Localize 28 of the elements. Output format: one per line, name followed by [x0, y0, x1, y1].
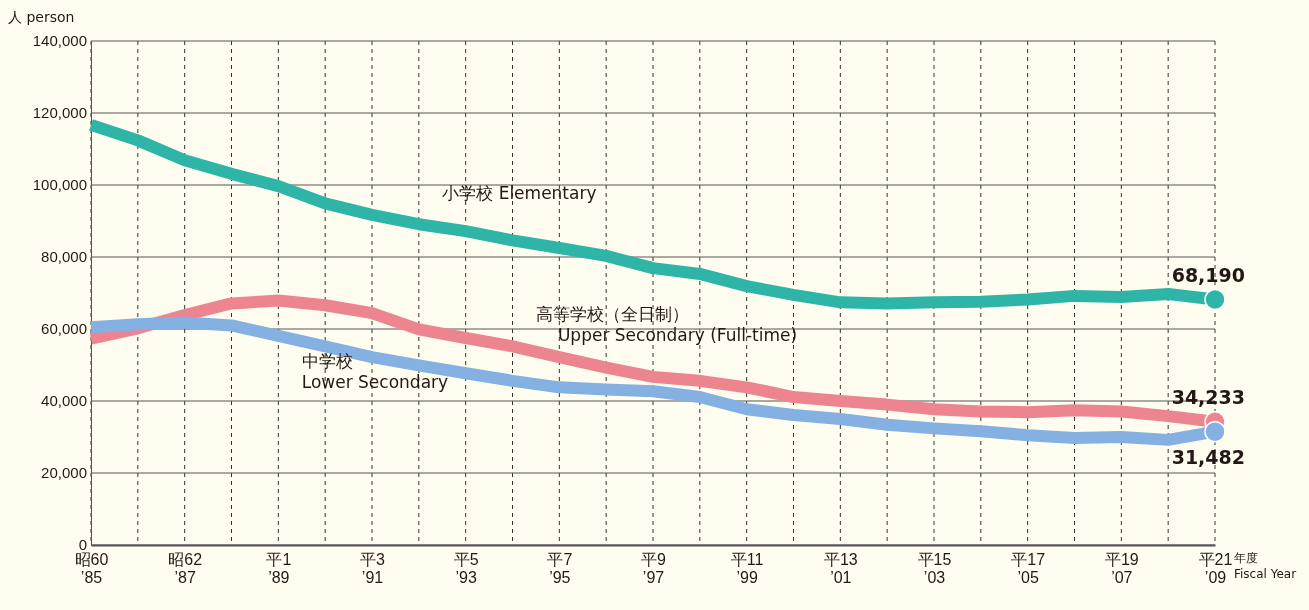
x-tick-label: 平3 ’91 [360, 551, 386, 586]
series-label: 中学校 Lower Secondary [301, 350, 449, 392]
x-axis-title: 年度 Fiscal Year [1234, 551, 1297, 581]
y-tick-label: 100,000 [32, 176, 87, 194]
x-tick-label: 平7 ’95 [547, 551, 573, 586]
y-axis-title: 人 person [8, 9, 75, 25]
data-label: 68,190 [1171, 263, 1245, 286]
y-tick-label: 40,000 [41, 392, 87, 410]
x-tick-label: 平1 ’89 [266, 551, 292, 586]
y-tick-label: 120,000 [32, 104, 87, 122]
series-label: 小学校 Elementary [442, 183, 597, 204]
y-tick-label: 140,000 [32, 32, 87, 50]
y-tick-label: 60,000 [41, 320, 87, 338]
x-tick-label: 平11 ’99 [730, 551, 764, 586]
x-tick-label: 平15 ’03 [917, 551, 952, 586]
x-tick-label: 昭62 ’87 [168, 551, 203, 586]
x-tick-label: 平5 ’93 [453, 551, 479, 586]
x-tick-label: 平17 ’05 [1011, 551, 1046, 586]
data-label: 34,233 [1171, 385, 1245, 408]
y-tick-label: 80,000 [41, 248, 87, 266]
x-tick-label: 平13 ’01 [823, 551, 858, 586]
data-label: 31,482 [1171, 445, 1245, 468]
x-tick-label: 平21 ’09 [1198, 551, 1233, 586]
x-tick-label: 平19 ’07 [1104, 551, 1139, 586]
series-label: 高等学校（全日制） Upper Secondary (Full-time) [535, 304, 798, 345]
x-tick-label: 昭60 ’85 [74, 551, 109, 586]
x-tick-label: 平9 ’97 [641, 551, 667, 586]
y-tick-label: 20,000 [41, 464, 87, 482]
